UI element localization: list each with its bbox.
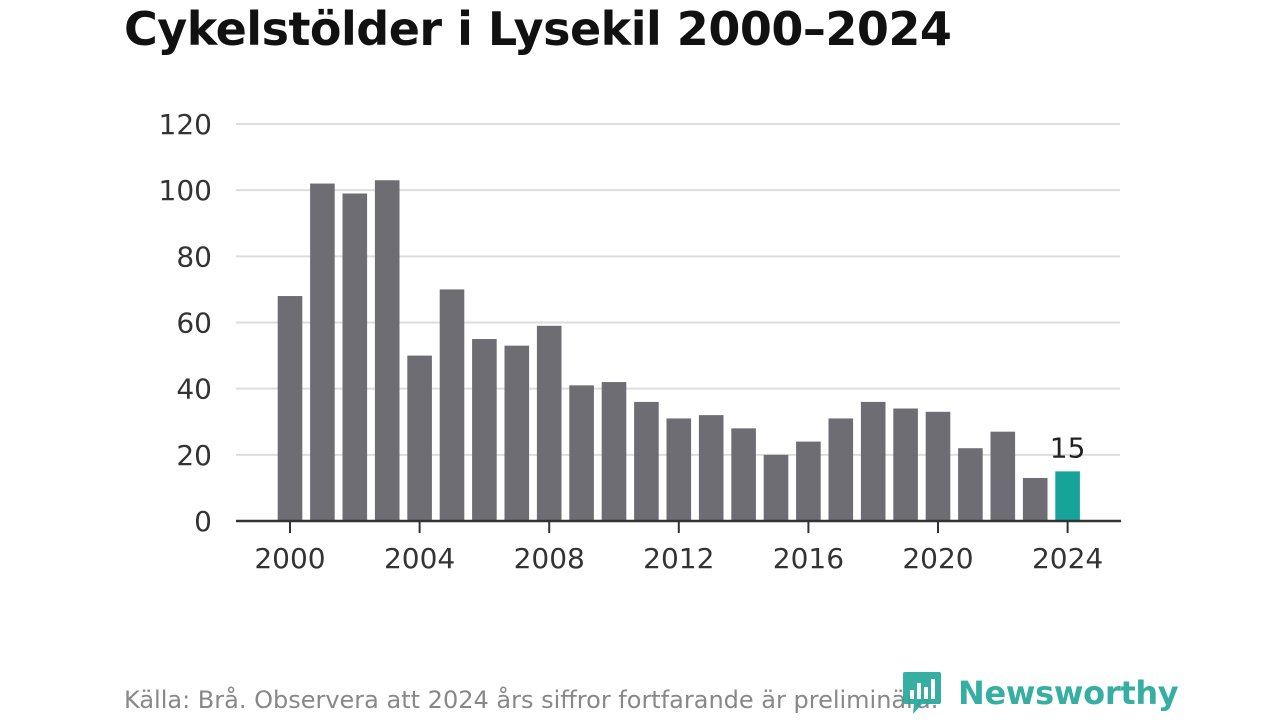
x-tick-label: 2012 <box>643 542 714 575</box>
bar <box>796 441 821 521</box>
brand-name: Newsworthy <box>958 674 1179 712</box>
bar <box>439 289 465 521</box>
bar <box>731 428 756 521</box>
x-axis-tick-labels: 2000 2004 2008 2012 2016 2020 2024 <box>254 542 1103 575</box>
data-label: 15 <box>1050 431 1086 464</box>
x-tick-label: 2004 <box>384 542 455 575</box>
brand-logo: Newsworthy <box>902 670 1179 716</box>
y-tick-label: 80 <box>176 240 212 273</box>
x-axis <box>236 519 1121 533</box>
bar <box>277 296 303 521</box>
bars <box>277 180 1080 522</box>
data-labels: 15 <box>1050 431 1086 464</box>
y-tick-label: 20 <box>176 439 212 472</box>
bar-highlight <box>1055 471 1080 521</box>
bar <box>504 345 530 521</box>
y-tick-label: 60 <box>176 307 212 340</box>
x-tick-label: 2020 <box>902 542 973 575</box>
bar <box>374 180 400 521</box>
bar <box>925 411 951 521</box>
y-tick-label: 100 <box>159 174 212 207</box>
x-tick-label: 2000 <box>254 542 325 575</box>
bar <box>601 382 627 521</box>
bar <box>958 448 983 521</box>
chart-title: Cykelstölder i Lysekil 2000–2024 <box>124 2 952 56</box>
bar <box>990 431 1016 521</box>
bar <box>472 339 497 521</box>
bar <box>536 325 562 521</box>
y-tick-label: 120 <box>159 108 212 141</box>
bar <box>698 415 724 521</box>
y-tick-label: 0 <box>194 505 212 538</box>
x-tick-label: 2008 <box>514 542 585 575</box>
bar <box>342 193 368 521</box>
x-tick-label: 2016 <box>773 542 844 575</box>
newsworthy-logo-icon <box>903 672 941 714</box>
bar <box>828 418 854 521</box>
bar <box>893 408 918 521</box>
bar <box>310 183 335 522</box>
y-tick-label: 40 <box>176 373 212 406</box>
y-axis-tick-labels: 0 20 40 60 80 100 120 <box>159 108 212 538</box>
bar <box>860 401 886 521</box>
bar <box>763 454 789 521</box>
x-tick-label: 2024 <box>1032 542 1103 575</box>
bar <box>569 385 594 521</box>
source-note: Källa: Brå. Observera att 2024 års siffr… <box>124 686 939 714</box>
bar <box>1022 477 1048 521</box>
bar-chart: 0 20 40 60 80 100 120 2000 2004 2008 2012 2016 2020… <box>159 108 1121 575</box>
bar <box>407 355 432 521</box>
gridlines <box>236 123 1120 456</box>
bar <box>666 418 692 521</box>
bar <box>634 401 659 521</box>
